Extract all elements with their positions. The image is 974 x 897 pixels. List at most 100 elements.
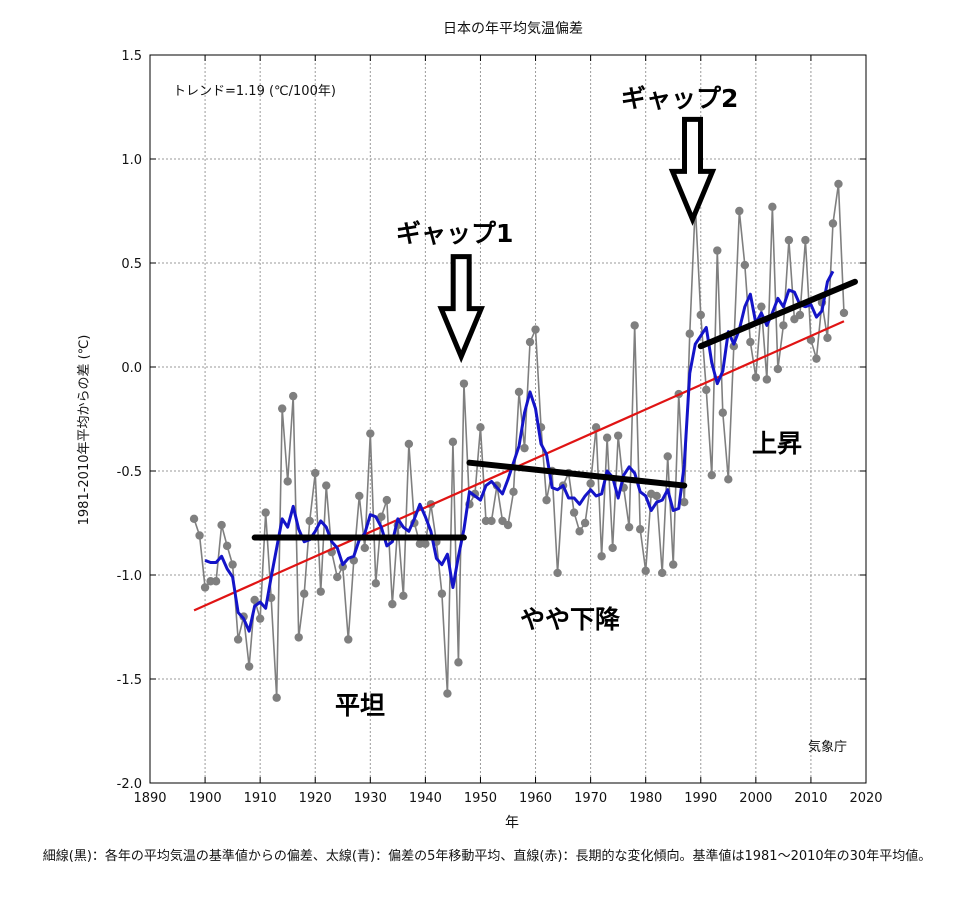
data-point [305,516,314,526]
data-point [757,302,766,311]
data-point [795,310,805,320]
data-point [377,512,386,521]
data-point [333,572,342,582]
chart-title: 日本の年平均気温偏差 [443,21,583,37]
data-point [443,689,452,698]
data-point [437,589,447,598]
data-point [608,543,617,553]
data-point [718,408,727,417]
data-point [311,468,320,478]
data-point [503,520,513,530]
data-point [724,475,733,484]
data-point [509,487,518,496]
data-point [735,206,744,216]
x-tick-label: 2000 [739,791,772,806]
data-point [228,560,237,569]
data-point [635,525,645,534]
data-point [713,246,722,255]
data-point [195,531,204,540]
y-tick-label: -2.0 [117,777,142,792]
data-point [784,235,794,245]
grid-lines [150,55,866,783]
data-point [823,333,832,343]
data-point [580,518,590,528]
data-point [740,260,750,270]
data-point [487,516,496,526]
regime-line [697,278,858,350]
flat-label: 平坦 [335,691,385,720]
regime-line [466,459,688,489]
gap2-arrow [668,116,717,226]
data-point [520,443,529,453]
data-point [680,498,689,507]
data-point [200,583,210,592]
data-point [322,481,331,490]
gap1-label: ギャップ1 [396,219,513,248]
x-tick-label: 1980 [629,791,662,806]
data-point [366,429,375,438]
data-point [294,633,303,642]
data-point [602,433,612,442]
moving-average-line [204,270,835,633]
gap-arrows [437,116,717,364]
data-point [762,375,772,384]
x-axis-label: 年 [505,815,519,831]
data-point [779,321,788,330]
moving-average-series [204,270,835,633]
data-point [525,337,535,347]
data-point [211,577,221,586]
data-point [404,439,414,449]
data-point [812,354,821,363]
x-tick-label: 1920 [299,791,332,806]
data-point [663,452,672,461]
data-point [250,595,259,605]
y-tick-label: 1.5 [121,49,142,64]
data-point [399,591,408,600]
y-tick-label: -0.5 [117,465,142,480]
data-point [624,522,634,532]
data-point [316,587,325,596]
data-point [542,495,551,505]
x-tick-label: 1970 [574,791,607,806]
x-tick-label: 1950 [464,791,497,806]
data-point [476,423,485,432]
data-point [459,379,469,388]
data-point [597,552,606,561]
data-point [448,437,458,447]
data-point [233,635,243,644]
data-point [344,635,353,644]
data-point [360,543,369,553]
data-point [696,310,705,320]
y-tick-label: -1.5 [117,673,142,688]
gap1-arrow [437,254,485,364]
data-point [613,431,623,440]
y-tick-label: 0.5 [121,257,142,272]
data-point [569,508,579,517]
data-point [289,391,298,401]
y-tick-label: 0.0 [121,361,142,376]
rise-label: 上昇 [752,429,802,458]
data-point [658,568,667,578]
data-point [702,385,711,395]
data-point [382,495,392,505]
x-tick-label: 1900 [189,791,222,806]
annual-anomaly-series [189,179,849,702]
x-tick-label: 1930 [354,791,387,806]
y-axis-ticks: -2.0 -1.5 -1.0 -0.5 0.0 0.5 1.0 1.5 [117,49,866,792]
data-point [255,614,265,623]
data-point [729,342,739,351]
x-tick-label: 1890 [133,791,166,806]
data-point [222,541,232,551]
data-point [261,508,270,517]
data-point [641,566,650,576]
data-point [388,599,397,609]
data-point [217,520,226,530]
data-point [514,387,524,397]
data-point [277,404,287,413]
data-point [272,693,281,702]
data-point [751,373,761,382]
trend-text: トレンド=1.19 (℃/100年) [173,84,336,99]
x-tick-label: 1910 [244,791,277,806]
data-point [531,325,540,334]
data-point [746,337,755,347]
